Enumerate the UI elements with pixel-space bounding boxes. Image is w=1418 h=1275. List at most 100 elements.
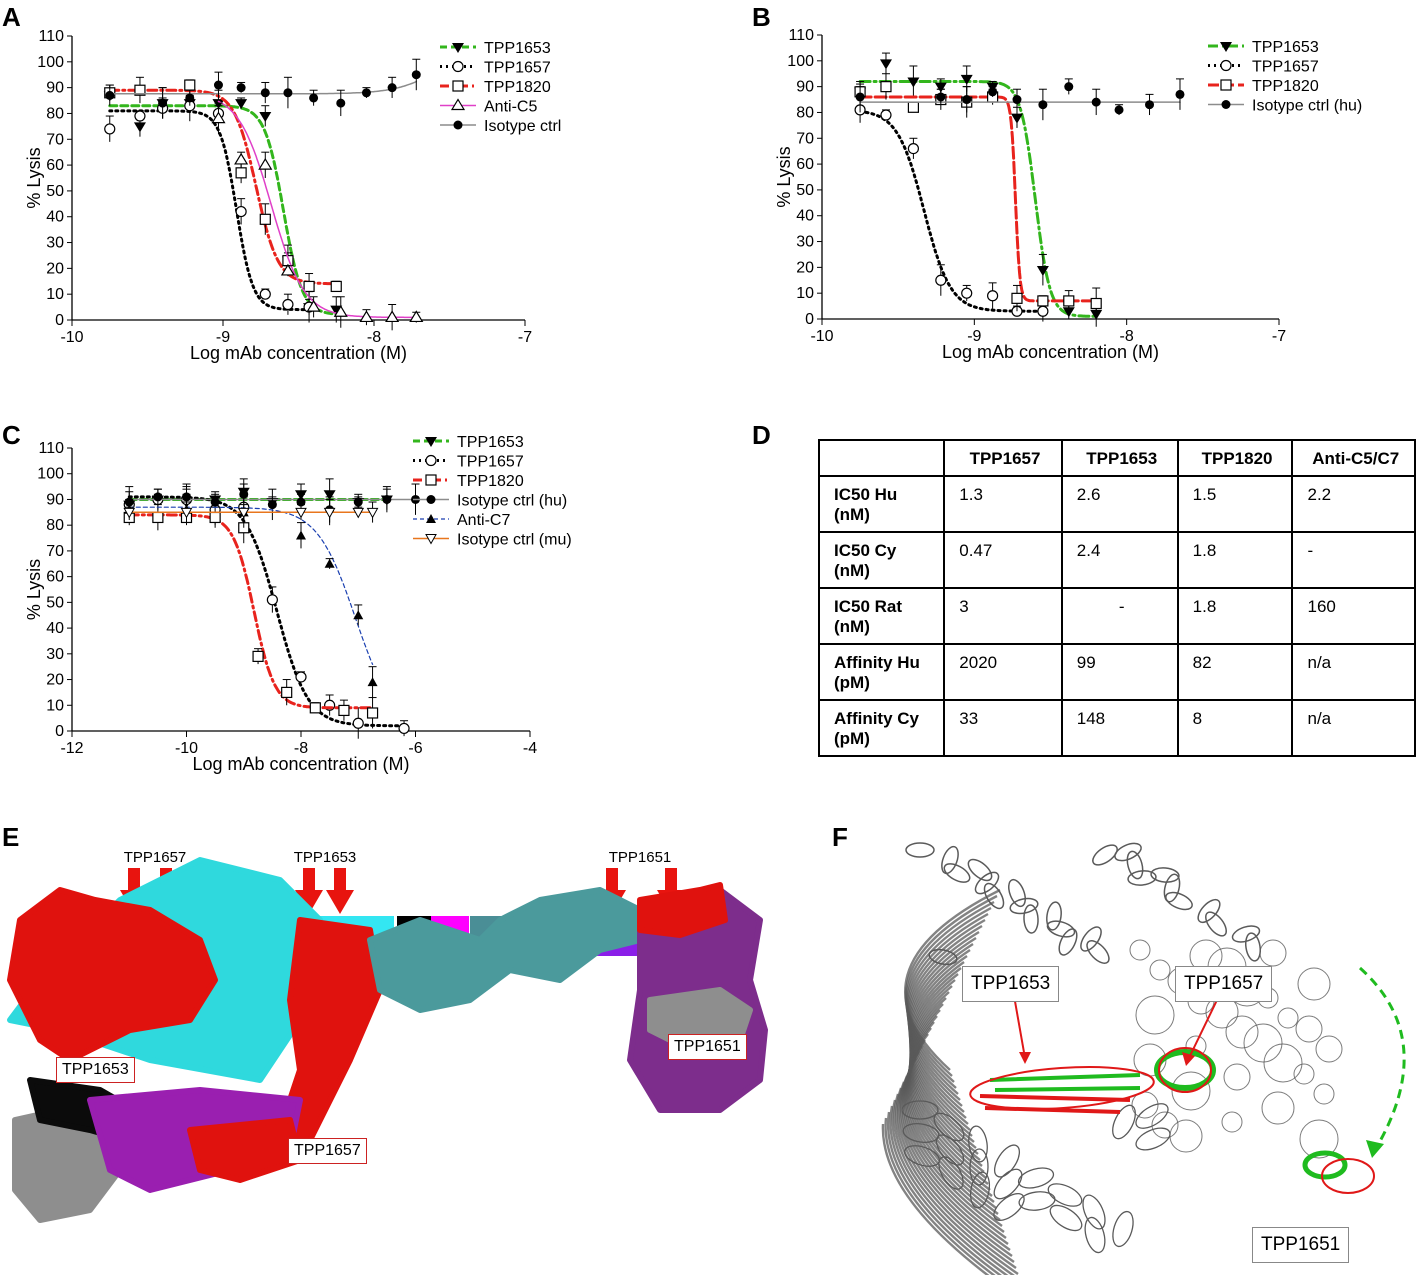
x-tick-label: -8	[367, 329, 381, 346]
data-point	[134, 84, 146, 96]
helix-coil	[905, 842, 935, 858]
legend-marker	[425, 474, 437, 486]
data-point	[1012, 95, 1022, 105]
table-cell: 82	[1176, 643, 1294, 701]
table-cell: -	[1291, 531, 1416, 589]
epitope-arrow	[657, 868, 685, 914]
table-cell: 33	[943, 699, 1063, 757]
table-header-row: TPP1657 TPP1653 TPP1820 Anti-C5/C7	[817, 439, 1416, 477]
helix-coil	[968, 1125, 988, 1163]
data-point	[234, 152, 249, 165]
table-row: IC50 Hu (nM) 1.3 2.6 1.5 2.2	[817, 475, 1416, 533]
panel-label-f: F	[832, 822, 848, 852]
data-point	[1064, 82, 1074, 92]
data-point	[960, 74, 973, 85]
table-cell: n/a	[1291, 643, 1416, 701]
data-point	[235, 205, 247, 218]
row-header: IC50 Rat (nM)	[817, 587, 946, 645]
table-cell: 3	[943, 587, 1063, 645]
series-tpp1657	[123, 488, 410, 739]
row-header: IC50 Hu (nM)	[817, 475, 946, 533]
data-point	[333, 305, 348, 317]
column-header: TPP1820	[1176, 439, 1294, 477]
x-tick-label: -10	[810, 328, 833, 345]
data-point	[210, 497, 220, 507]
legend-label: Isotype ctrl (mu)	[457, 532, 572, 549]
beta-strand	[905, 900, 995, 1083]
x-tick-label: -7	[518, 329, 532, 346]
chart-a: 0 10 20 30 40 50 60 70 80 90 100 110 -10 -9 -8 -7 Log mA…	[24, 28, 561, 363]
data-point	[260, 88, 270, 98]
helix-coil	[1047, 1183, 1083, 1207]
data-point	[123, 507, 136, 519]
data-point	[336, 98, 346, 108]
beta-strand	[903, 888, 1001, 1071]
helix-coil	[1165, 891, 1193, 911]
y-tick-label: 110	[788, 27, 814, 44]
data-point	[281, 686, 293, 699]
helix-coil	[1135, 1127, 1171, 1151]
data-point	[352, 717, 364, 729]
fit-curve	[108, 109, 311, 312]
y-tick-label: 50	[46, 183, 64, 200]
y-tick-label: 40	[46, 620, 64, 637]
data-point	[259, 112, 272, 123]
epitope-tpp1653-strand	[989, 1073, 1141, 1092]
series-tpp1653	[854, 52, 1103, 327]
table-cell: 1.8	[1176, 531, 1294, 589]
data-point	[855, 92, 865, 102]
data-point	[252, 650, 264, 662]
legend-marker	[426, 514, 436, 523]
arrow-label: TPP1651	[609, 849, 672, 866]
x-tick-label: -7	[1272, 328, 1286, 345]
panel-label-b: B	[752, 2, 771, 32]
legend-marker	[425, 534, 437, 545]
data-point	[1011, 292, 1023, 304]
beta-strand	[907, 1015, 993, 1197]
panel-label-c: C	[2, 420, 21, 450]
data-point	[352, 507, 365, 519]
data-point	[338, 704, 350, 717]
data-point	[1010, 113, 1023, 124]
chart-c: 0 10 20 30 40 50 60 70 80 90 100 110 -12 -10 -8 -6 -4 Log…	[24, 434, 572, 774]
table-cell: 148	[1060, 699, 1179, 757]
data-point	[961, 287, 973, 299]
fit-curve	[127, 513, 375, 710]
y-tick-label: 50	[46, 594, 64, 611]
helix-coil	[1008, 878, 1026, 908]
series-tpp1657	[854, 96, 1049, 322]
loop	[1225, 1015, 1259, 1049]
data-point	[153, 492, 163, 502]
helix-coil	[943, 863, 971, 883]
loop	[1315, 1035, 1343, 1063]
panel-label-e: E	[2, 822, 20, 852]
structure-label-tpp1651: TPP1651	[1252, 1227, 1350, 1263]
loop	[1129, 939, 1151, 961]
data-point	[987, 290, 999, 302]
helix-coil	[1150, 867, 1180, 883]
y-tick-label: 0	[805, 311, 814, 328]
y-tick-label: 100	[37, 54, 64, 71]
y-tick-label: 40	[46, 209, 64, 226]
x-tick-label: -4	[523, 740, 537, 757]
y-tick-label: 80	[46, 517, 64, 534]
data-point	[324, 558, 335, 568]
data-point	[235, 99, 248, 110]
table-cell: 2.4	[1060, 531, 1179, 589]
legend-label: Anti-C5	[484, 99, 537, 116]
helix-coil	[969, 1148, 989, 1186]
data-point	[1062, 307, 1075, 318]
helix-coil	[993, 1168, 1023, 1200]
table-cell: 2020	[943, 643, 1063, 701]
y-tick-label: 60	[46, 157, 64, 174]
data-point	[266, 594, 278, 606]
data-point	[1037, 295, 1049, 307]
highlight-ellipse-tpp1657	[1158, 1047, 1212, 1093]
y-tick-label: 100	[37, 466, 64, 483]
y-tick-label: 10	[46, 286, 64, 303]
helix-coil	[1084, 1216, 1106, 1254]
y-tick-label: 70	[796, 130, 814, 147]
x-tick-label: -9	[967, 328, 981, 345]
data-point	[211, 111, 226, 124]
helix-coil	[1197, 898, 1221, 924]
